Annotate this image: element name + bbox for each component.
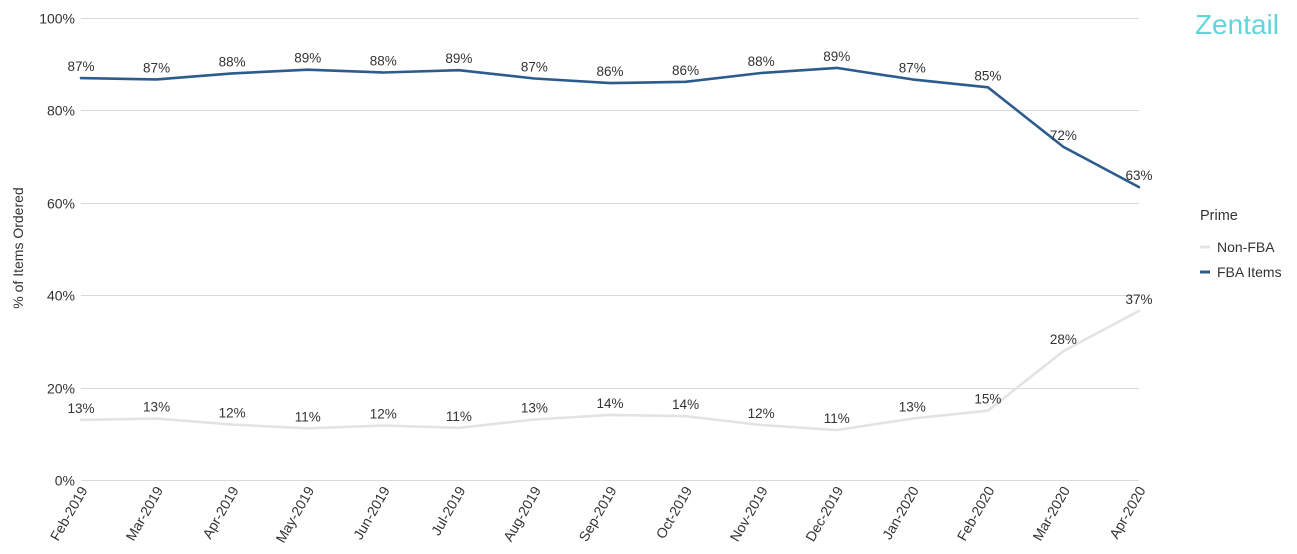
x-tick-label: Mar-2020 (1029, 483, 1073, 543)
data-label: 13% (899, 400, 926, 415)
series-line-non-fba (79, 309, 1141, 432)
y-axis-ticks: 0% 20% 40% 60% 80% 100% (39, 11, 75, 489)
x-tick-label: May-2019 (272, 483, 317, 545)
data-label: 11% (446, 409, 472, 424)
data-label: 87% (521, 60, 548, 75)
data-label: 63% (1125, 168, 1152, 183)
legend-title: Prime (1200, 208, 1238, 224)
data-label: 88% (219, 54, 246, 69)
data-label: 12% (370, 406, 397, 421)
y-tick-label: 60% (47, 196, 75, 212)
data-label: 28% (1050, 332, 1077, 347)
y-tick-label: 80% (47, 103, 75, 119)
data-label: 87% (67, 59, 94, 74)
data-label: 13% (67, 401, 94, 416)
data-label: 11% (824, 411, 850, 426)
data-label: 87% (899, 60, 926, 75)
data-label: 13% (143, 400, 170, 415)
data-label: 89% (823, 49, 850, 64)
data-label: 72% (1050, 128, 1077, 143)
x-tick-label: Sep-2019 (575, 483, 619, 544)
data-labels: 13% 13% 12% 11% 12% 11% 13% 14% 14% 12% 11% 13% 15% 2… (67, 49, 1152, 426)
data-label: 13% (521, 400, 548, 415)
x-tick-label: Mar-2019 (122, 483, 166, 543)
data-label: 89% (294, 51, 321, 66)
x-axis-ticks: Feb-2019 Mar-2019 Apr-2019 May-2019 Jun-2019… (47, 483, 1149, 545)
x-tick-label: Jun-2019 (350, 483, 393, 542)
y-axis-title: % of Items Ordered (10, 187, 26, 308)
x-tick-label: Apr-2019 (199, 483, 242, 541)
series-lines (79, 66, 1141, 432)
x-tick-label: Feb-2020 (954, 483, 998, 543)
legend-item-label: FBA Items (1217, 264, 1282, 280)
data-label: 85% (974, 68, 1001, 83)
x-tick-label: Apr-2020 (1106, 483, 1149, 541)
x-tick-label: Oct-2019 (653, 483, 696, 541)
data-label: 11% (295, 409, 321, 424)
data-label: 14% (596, 396, 623, 411)
data-label: 89% (445, 51, 472, 66)
data-label: 87% (143, 60, 170, 75)
x-tick-label: Aug-2019 (500, 483, 544, 544)
gridlines (81, 18, 1139, 481)
y-tick-label: 20% (47, 381, 75, 397)
legend-item-label: Non-FBA (1217, 239, 1275, 255)
series-line-fba-items (79, 66, 1141, 189)
data-label: 86% (672, 63, 699, 78)
data-label: 37% (1125, 292, 1152, 307)
data-label: 86% (596, 64, 623, 79)
x-tick-label: Dec-2019 (802, 483, 846, 544)
data-label: 15% (974, 392, 1001, 407)
data-label: 12% (748, 406, 775, 421)
x-tick-label: Jan-2020 (879, 483, 922, 542)
data-label: 88% (748, 54, 775, 69)
legend: Prime Non-FBA FBA Items (1200, 208, 1282, 280)
brand-logo: Zentail (1195, 9, 1279, 40)
x-tick-label: Feb-2019 (47, 483, 91, 543)
y-tick-label: 100% (39, 11, 75, 27)
y-tick-label: 0% (55, 473, 75, 489)
y-tick-label: 40% (47, 288, 75, 304)
data-label: 88% (370, 54, 397, 69)
data-label: 12% (219, 406, 246, 421)
x-tick-label: Jul-2019 (428, 483, 469, 538)
data-label: 14% (672, 397, 699, 412)
x-tick-label: Nov-2019 (727, 483, 771, 544)
